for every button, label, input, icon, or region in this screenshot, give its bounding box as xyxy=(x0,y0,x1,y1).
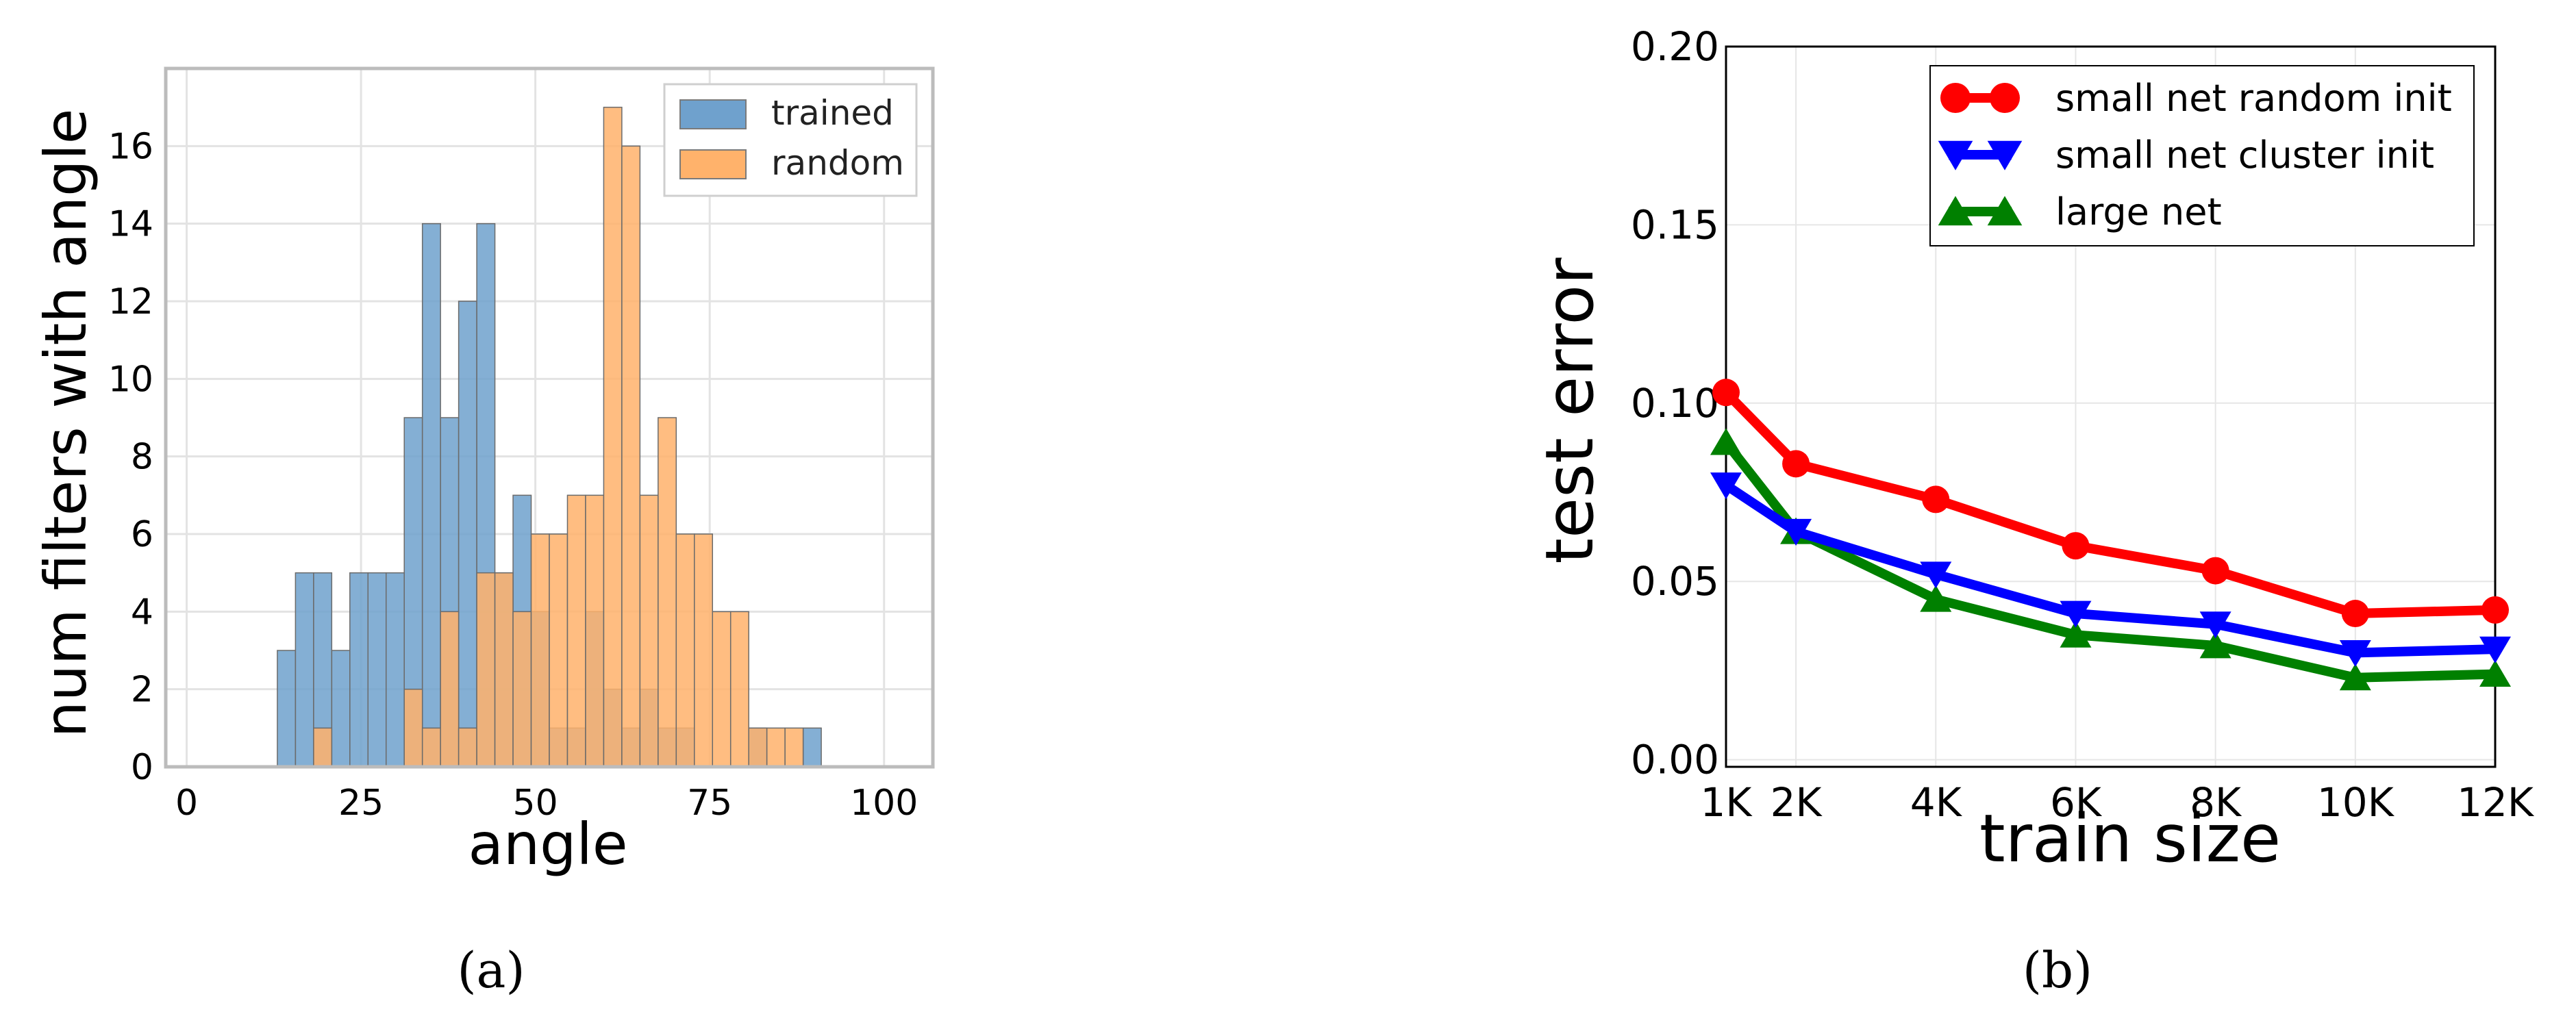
bar-random xyxy=(586,495,603,767)
legend-label-small-net-random-init: small net random init xyxy=(2055,77,2452,120)
x-tick-label: 100 xyxy=(850,783,918,824)
bar-trained xyxy=(423,224,440,767)
bar-trained xyxy=(803,728,821,767)
bar-trained xyxy=(459,301,477,767)
bar-random xyxy=(404,689,422,767)
bar-trained xyxy=(350,573,368,767)
bar-random xyxy=(603,107,621,767)
legend-label-random: random xyxy=(771,143,904,183)
y-tick-label: 2 xyxy=(131,670,153,711)
bar-random xyxy=(477,573,495,767)
bar-random xyxy=(767,728,785,767)
line-y-axis-label: test error xyxy=(1531,257,1608,564)
bar-random xyxy=(676,534,694,767)
point-small-net-random-init xyxy=(2062,532,2089,559)
bar-random xyxy=(640,495,658,767)
bar-random xyxy=(567,495,585,767)
bar-random xyxy=(495,573,513,767)
point-small-net-random-init xyxy=(2342,600,2369,627)
point-small-net-random-init xyxy=(1712,379,1740,406)
line-x-axis-label: train size xyxy=(1979,800,2281,877)
bar-random xyxy=(731,611,749,767)
bar-random xyxy=(513,611,531,767)
legend-label-trained: trained xyxy=(771,93,894,133)
point-small-net-random-init xyxy=(1782,450,1810,477)
histogram-y-axis-label: num filters with angle xyxy=(32,109,99,738)
y-tick-label: 14 xyxy=(108,204,153,245)
y-tick-label: 0.00 xyxy=(1631,737,1719,783)
caption-a: (a) xyxy=(457,941,525,999)
legend-swatch-random xyxy=(680,150,746,179)
bar-random xyxy=(459,728,477,767)
x-tick-label: 25 xyxy=(338,783,384,824)
point-small-net-random-init xyxy=(2481,596,2509,624)
y-tick-label: 8 xyxy=(131,437,153,478)
bar-random xyxy=(622,146,640,767)
bar-trained xyxy=(295,573,313,767)
y-tick-label: 0 xyxy=(131,747,153,788)
x-tick-label: 75 xyxy=(687,783,732,824)
legend-marker-small-net-random-init xyxy=(1990,83,2020,113)
legend-label-small-net-cluster-init: small net cluster init xyxy=(2055,134,2434,177)
bar-random xyxy=(749,728,766,767)
x-tick-label: 2K xyxy=(1771,779,1823,826)
bar-random xyxy=(532,534,549,767)
legend-label-large-net: large net xyxy=(2055,190,2222,233)
y-tick-label: 12 xyxy=(108,281,153,322)
y-tick-label: 0.20 xyxy=(1631,23,1719,70)
legend-marker-small-net-random-init xyxy=(1940,83,1971,113)
bar-trained xyxy=(368,573,386,767)
bar-trained xyxy=(277,650,295,767)
caption-b: (b) xyxy=(2023,941,2092,999)
bar-random xyxy=(695,534,712,767)
histogram-panel: 0 25 50 75 100 0 2 4 6 8 10 12 14 16 angle num filter… xyxy=(32,68,933,999)
x-tick-label: 12K xyxy=(2457,779,2535,826)
bar-random xyxy=(658,418,676,767)
x-tick-label: 1K xyxy=(1701,779,1753,826)
x-tick-label: 0 xyxy=(175,783,198,824)
bar-random xyxy=(712,611,730,767)
x-tick-label: 10K xyxy=(2317,779,2395,826)
bar-trained xyxy=(386,573,404,767)
bar-random xyxy=(440,611,458,767)
line-chart-legend: small net random init small net cluster i… xyxy=(1930,66,2474,246)
y-tick-label: 0.05 xyxy=(1631,558,1719,605)
point-small-net-random-init xyxy=(1922,485,1949,513)
x-tick-label: 4K xyxy=(1910,779,1963,826)
y-tick-label: 16 xyxy=(108,126,153,167)
y-tick-label: 4 xyxy=(131,592,153,633)
histogram-legend: trained random xyxy=(664,84,916,196)
histogram-x-axis-label: angle xyxy=(468,811,627,878)
point-small-net-random-init xyxy=(2202,557,2229,585)
bar-trained xyxy=(332,650,349,767)
legend-swatch-trained xyxy=(680,100,746,129)
line-chart-panel: 1K 2K 4K 6K 8K 10K 12K 0.00 0.05 0.10 0.15 0.20 tra… xyxy=(1531,23,2535,999)
bar-random xyxy=(423,728,440,767)
bar-random xyxy=(314,728,332,767)
y-tick-label: 0.15 xyxy=(1631,201,1719,248)
y-tick-label: 10 xyxy=(108,359,153,400)
bar-random xyxy=(549,534,567,767)
y-tick-label: 6 xyxy=(131,514,153,555)
y-tick-label: 0.10 xyxy=(1631,380,1719,427)
bar-random xyxy=(785,728,803,767)
